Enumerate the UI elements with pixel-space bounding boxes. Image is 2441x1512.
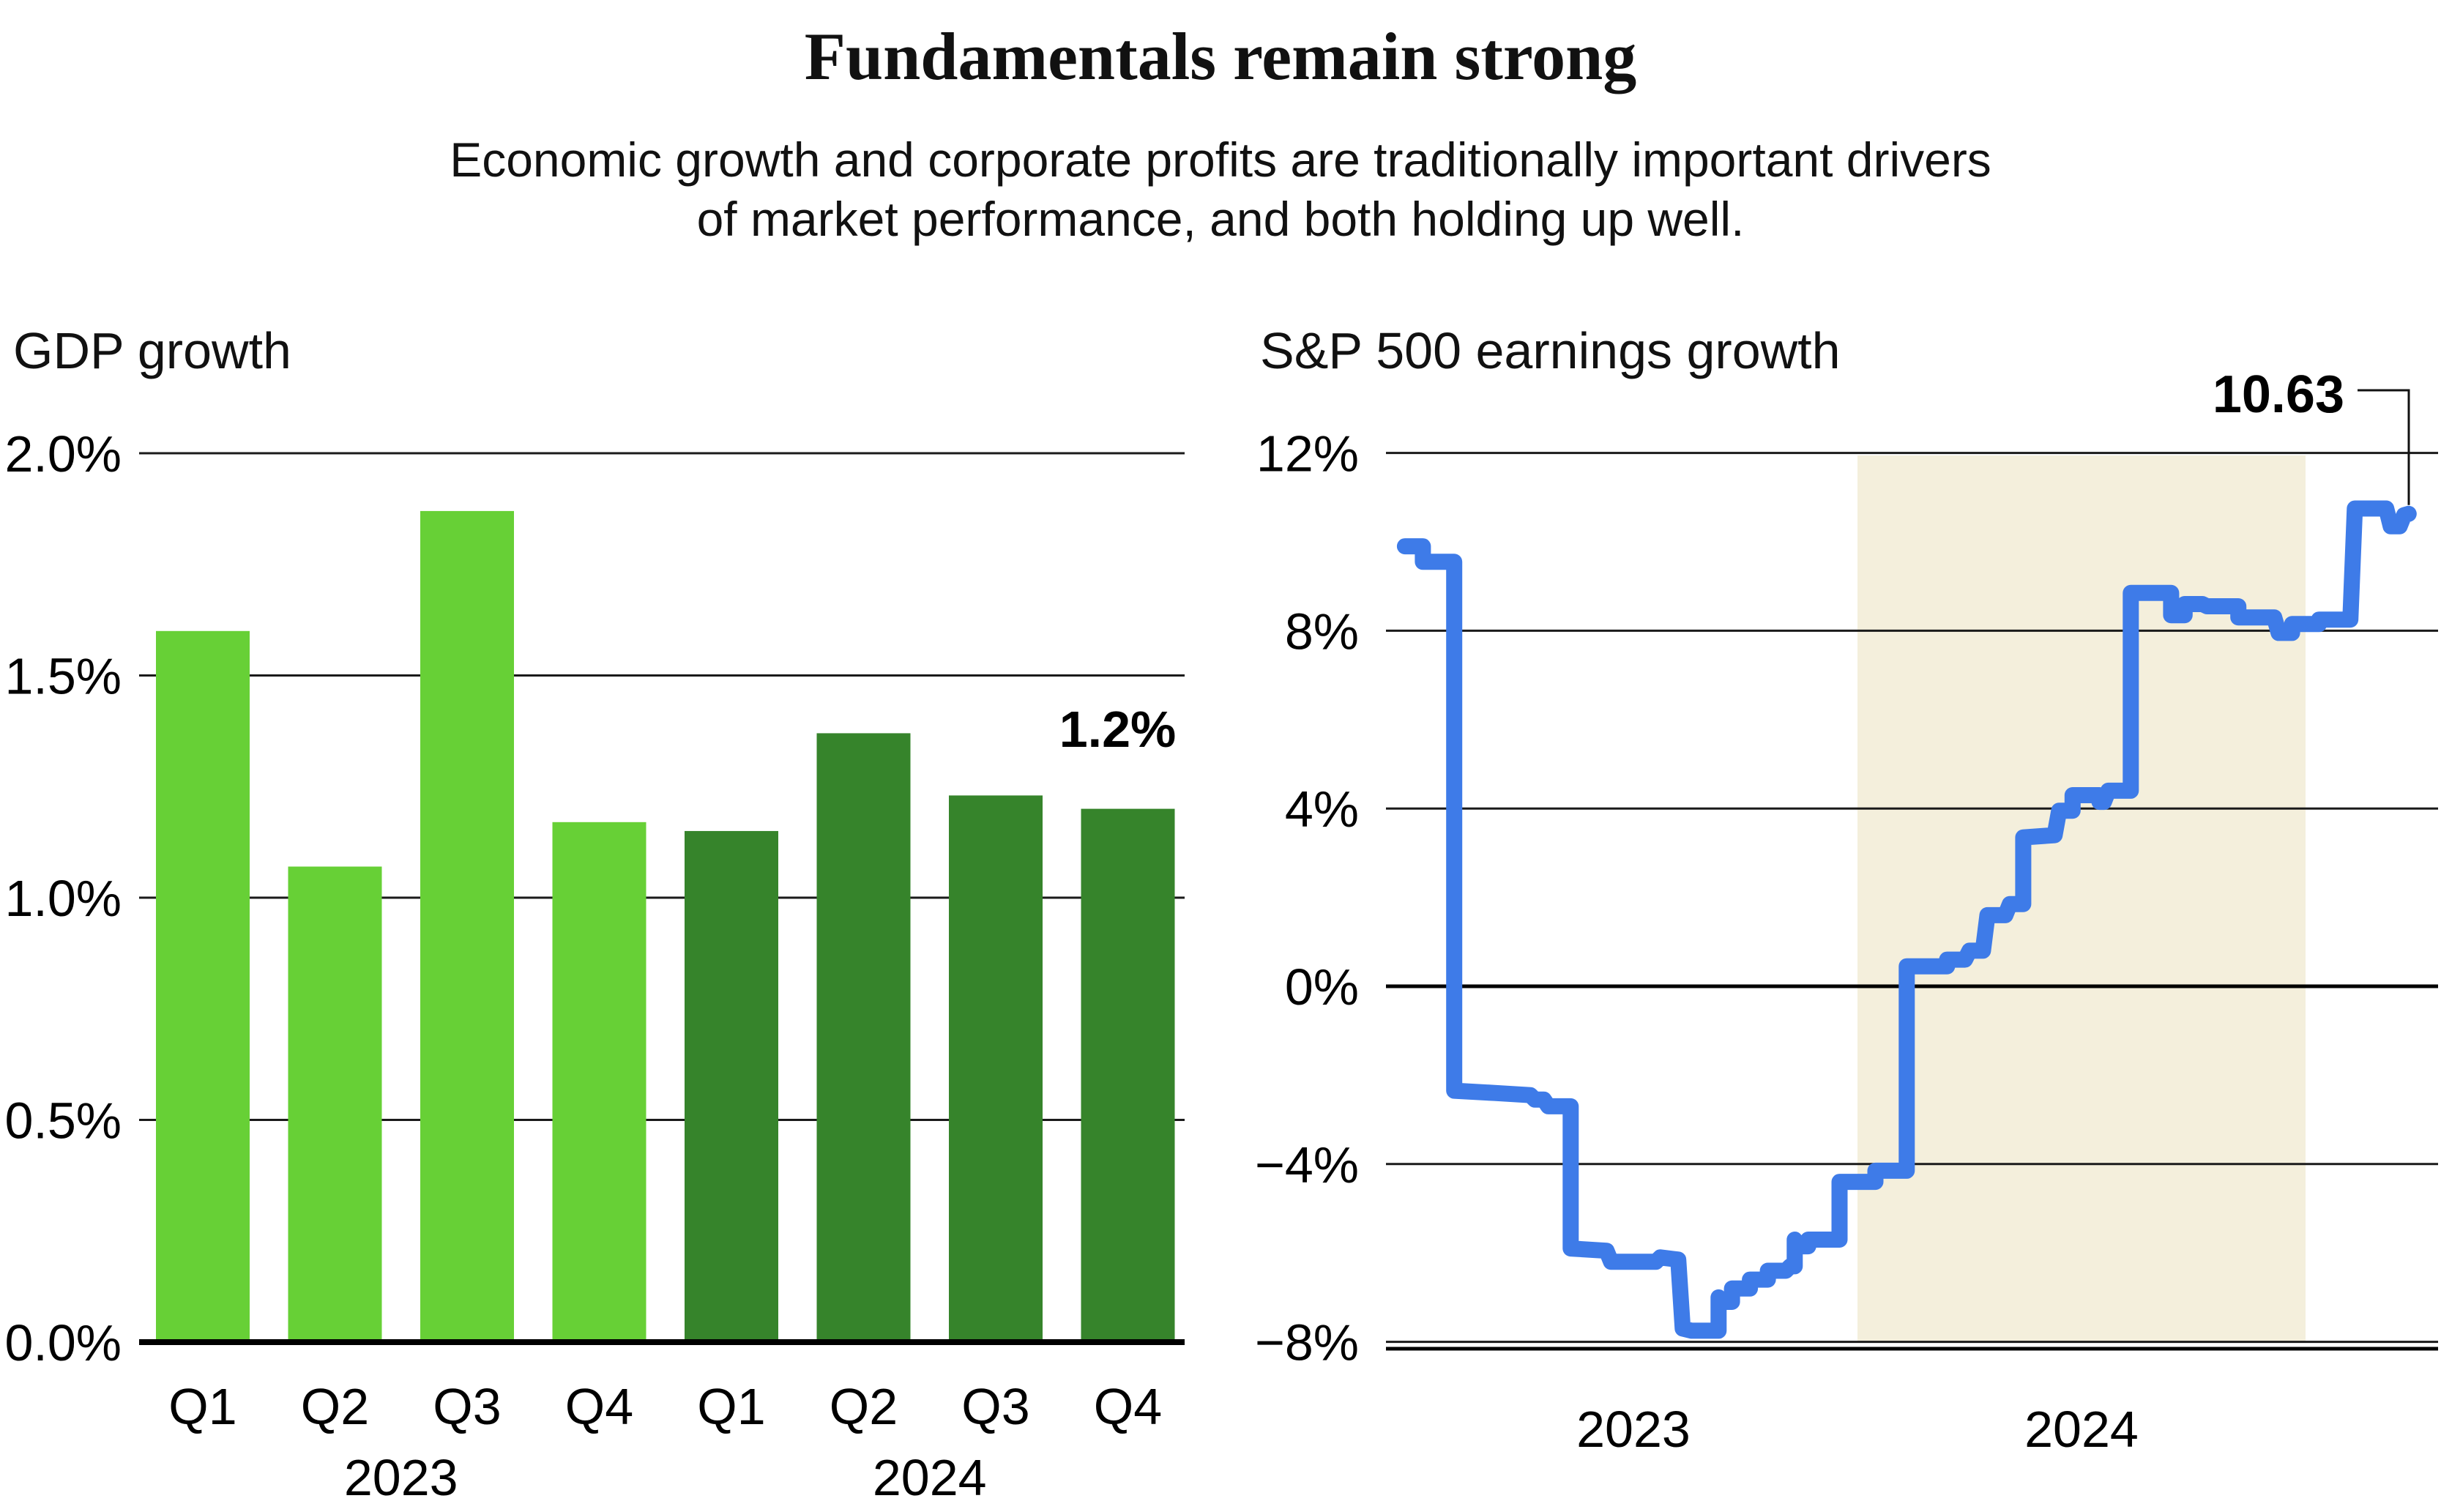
gdp-x-tick-label: Q1 xyxy=(697,1378,765,1435)
forecast-band xyxy=(1857,455,2306,1341)
sp500-y-tick-label: 0% xyxy=(1285,958,1359,1016)
sp500-y-tick-label: −8% xyxy=(1255,1314,1359,1371)
gdp-x-tick-label: Q1 xyxy=(168,1378,236,1435)
gdp-x-tick-label: Q3 xyxy=(433,1378,501,1435)
gdp-bar xyxy=(420,510,514,1343)
gdp-bar xyxy=(1081,808,1175,1342)
page-title: Fundamentals remain strong xyxy=(804,19,1637,94)
gdp-year-label: 2023 xyxy=(344,1449,458,1506)
sp500-y-tick-label: 12% xyxy=(1256,425,1359,483)
gdp-y-tick-label: 0.5% xyxy=(4,1092,122,1150)
gdp-year-label: 2024 xyxy=(873,1449,987,1506)
sp500-year-label: 2023 xyxy=(1576,1401,1691,1458)
subtitle-line-2: of market performance, and both holding … xyxy=(696,191,1745,246)
callout-value-label: 10.63 xyxy=(2213,365,2344,424)
sp500-earnings-line xyxy=(1396,500,2417,1339)
sp500-y-tick-label: 8% xyxy=(1285,603,1359,660)
gdp-bar xyxy=(156,630,250,1342)
page-subtitle: Economic growth and corporate profits ar… xyxy=(0,130,2441,248)
gdp-y-tick-label: 1.0% xyxy=(4,870,122,927)
sp500-y-tick-label: 4% xyxy=(1285,781,1359,838)
gdp-y-tick-label: 2.0% xyxy=(4,425,122,483)
gdp-y-tick-label: 0.0% xyxy=(4,1314,122,1371)
callout-connector xyxy=(2358,389,2410,505)
gdp-bar xyxy=(552,822,646,1342)
gdp-x-tick-label: Q4 xyxy=(565,1378,633,1435)
gdp-bar xyxy=(685,830,778,1342)
gdp-y-tick-label: 1.5% xyxy=(4,648,122,705)
sp500-year-label: 2024 xyxy=(2024,1401,2139,1458)
gdp-x-tick-label: Q4 xyxy=(1094,1378,1162,1435)
gdp-x-tick-label: Q2 xyxy=(830,1378,898,1435)
subtitle-line-1: Economic growth and corporate profits ar… xyxy=(450,133,1991,187)
gdp-bar xyxy=(288,866,382,1342)
gdp-x-tick-label: Q2 xyxy=(301,1378,369,1435)
gdp-value-label: 1.2% xyxy=(1059,701,1177,758)
gdp-bar xyxy=(816,733,911,1342)
sp500-chart-title: S&P 500 earnings growth xyxy=(1260,322,1841,379)
gdp-chart-title: GDP growth xyxy=(13,322,291,379)
gdp-x-tick-label: Q3 xyxy=(961,1378,1029,1435)
sp500-y-tick-label: −4% xyxy=(1255,1136,1359,1193)
gdp-bar xyxy=(949,795,1043,1342)
